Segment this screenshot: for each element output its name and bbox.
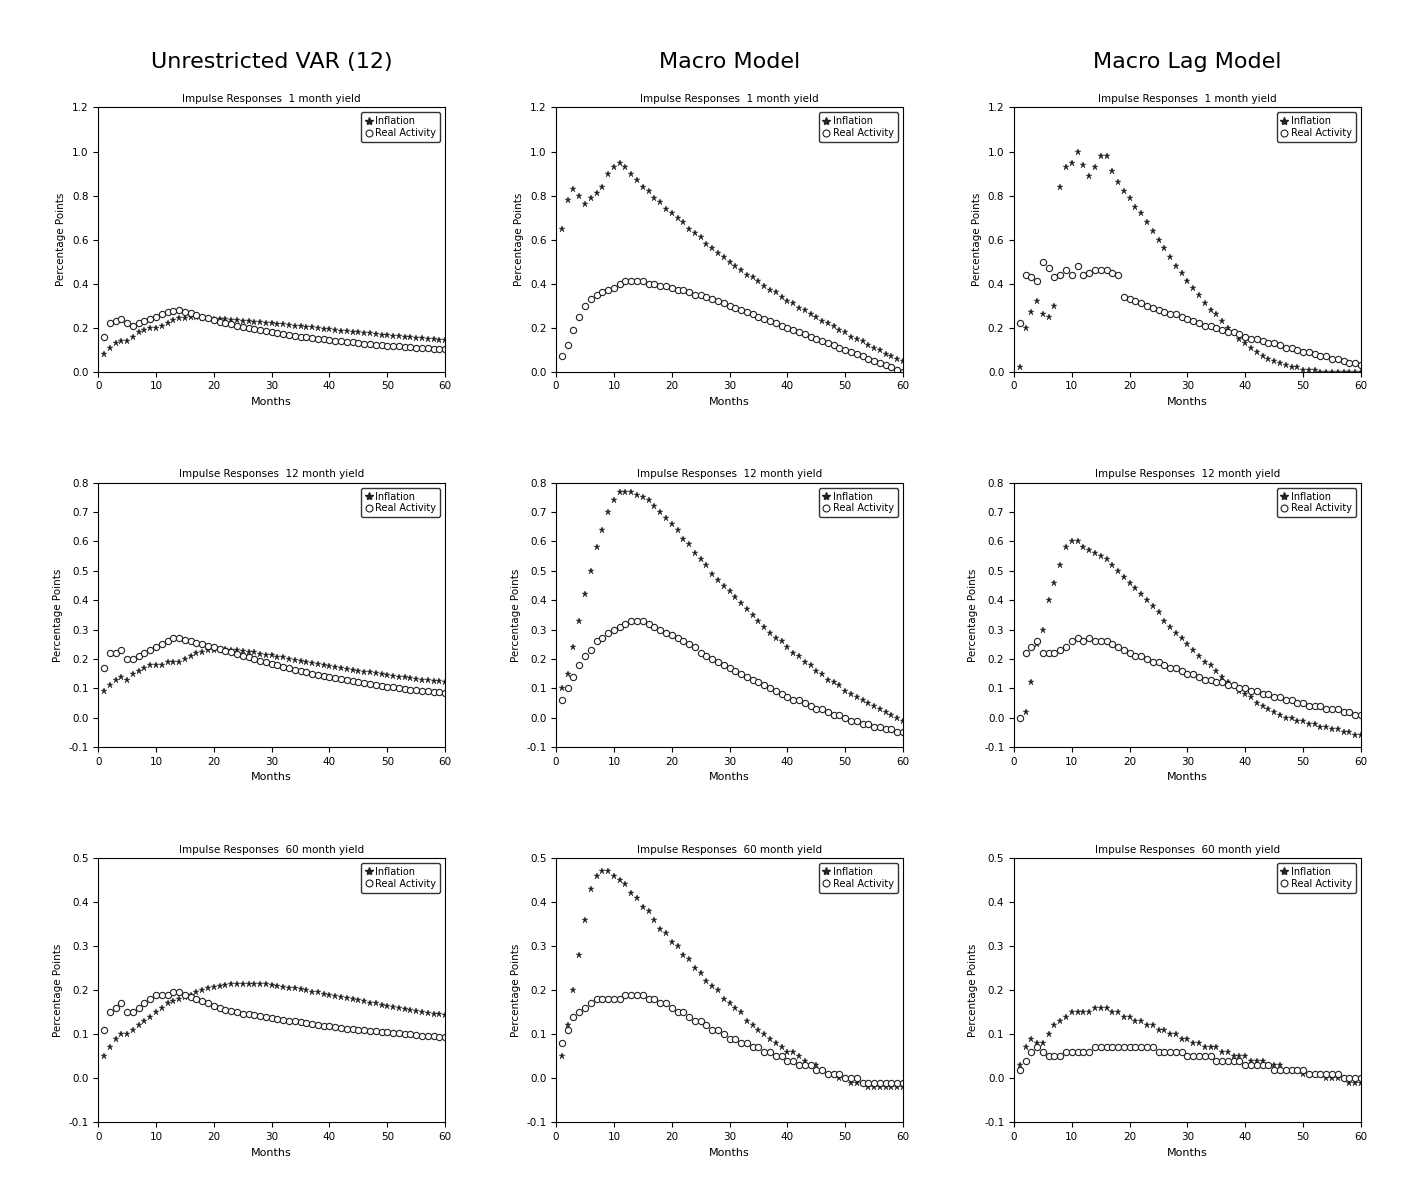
Title: Impulse Responses  60 month yield: Impulse Responses 60 month yield (180, 844, 365, 855)
Title: Impulse Responses  12 month yield: Impulse Responses 12 month yield (1094, 469, 1280, 479)
Legend: Inflation, Real Activity: Inflation, Real Activity (1277, 863, 1357, 893)
X-axis label: Months: Months (709, 773, 751, 782)
Y-axis label: Percentage Points: Percentage Points (53, 943, 63, 1036)
X-axis label: Months: Months (251, 1147, 292, 1158)
Title: Impulse Responses  60 month yield: Impulse Responses 60 month yield (1094, 844, 1280, 855)
Y-axis label: Percentage Points: Percentage Points (968, 568, 978, 661)
Y-axis label: Percentage Points: Percentage Points (53, 568, 63, 661)
Y-axis label: Percentage Points: Percentage Points (56, 193, 66, 287)
X-axis label: Months: Months (251, 773, 292, 782)
Title: Impulse Responses  12 month yield: Impulse Responses 12 month yield (180, 469, 365, 479)
Y-axis label: Percentage Points: Percentage Points (511, 943, 521, 1036)
X-axis label: Months: Months (1167, 773, 1208, 782)
Title: Impulse Responses  1 month yield: Impulse Responses 1 month yield (640, 94, 819, 104)
Title: Impulse Responses  60 month yield: Impulse Responses 60 month yield (637, 844, 822, 855)
Title: Impulse Responses  1 month yield: Impulse Responses 1 month yield (1099, 94, 1277, 104)
X-axis label: Months: Months (1167, 398, 1208, 407)
Title: Impulse Responses  12 month yield: Impulse Responses 12 month yield (637, 469, 822, 479)
Y-axis label: Percentage Points: Percentage Points (968, 943, 978, 1036)
X-axis label: Months: Months (709, 398, 751, 407)
Legend: Inflation, Real Activity: Inflation, Real Activity (361, 112, 441, 142)
Legend: Inflation, Real Activity: Inflation, Real Activity (1277, 112, 1357, 142)
Y-axis label: Percentage Points: Percentage Points (515, 193, 525, 287)
Legend: Inflation, Real Activity: Inflation, Real Activity (361, 863, 441, 893)
Text: Macro Model: Macro Model (659, 51, 800, 72)
Legend: Inflation, Real Activity: Inflation, Real Activity (1277, 487, 1357, 517)
Text: Unrestricted VAR (12): Unrestricted VAR (12) (152, 51, 393, 72)
Legend: Inflation, Real Activity: Inflation, Real Activity (819, 487, 898, 517)
Legend: Inflation, Real Activity: Inflation, Real Activity (361, 487, 441, 517)
Y-axis label: Percentage Points: Percentage Points (511, 568, 521, 661)
Legend: Inflation, Real Activity: Inflation, Real Activity (819, 112, 898, 142)
X-axis label: Months: Months (1167, 1147, 1208, 1158)
X-axis label: Months: Months (251, 398, 292, 407)
Y-axis label: Percentage Points: Percentage Points (972, 193, 982, 287)
Title: Impulse Responses  1 month yield: Impulse Responses 1 month yield (182, 94, 361, 104)
Text: Macro Lag Model: Macro Lag Model (1093, 51, 1282, 72)
Legend: Inflation, Real Activity: Inflation, Real Activity (819, 863, 898, 893)
X-axis label: Months: Months (709, 1147, 751, 1158)
